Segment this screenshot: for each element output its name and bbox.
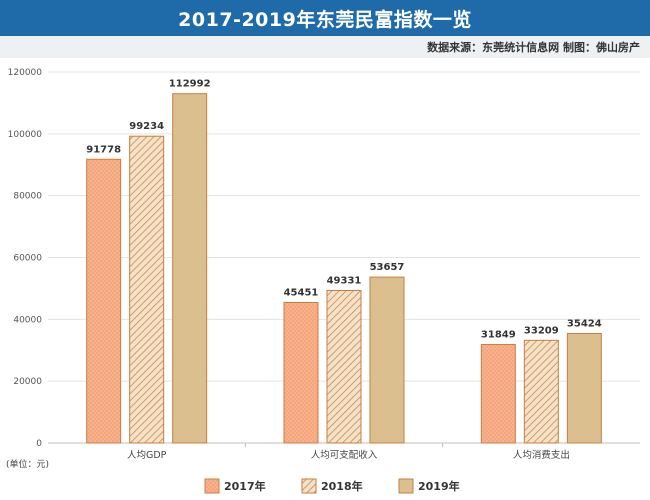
value-labels: 91778 99234 112992 45451 49331 53657 31849 3320… bbox=[86, 79, 601, 341]
bar bbox=[480, 344, 516, 444]
y-tick-label: 0 bbox=[36, 439, 42, 449]
data-label: 49331 bbox=[327, 275, 362, 286]
bars bbox=[86, 93, 602, 444]
legend-label: 2017年 bbox=[224, 479, 266, 493]
bar bbox=[129, 135, 165, 444]
chart-title: 2017-2019年东莞民富指数一览 bbox=[178, 8, 472, 31]
data-label: 31849 bbox=[481, 330, 516, 341]
bar bbox=[326, 289, 362, 444]
x-tick-label: 人均消费支出 bbox=[513, 449, 570, 461]
legend-swatch bbox=[398, 478, 414, 494]
bar bbox=[369, 276, 405, 444]
bar bbox=[172, 93, 208, 444]
bar bbox=[566, 332, 602, 444]
data-label: 33209 bbox=[524, 325, 559, 336]
legend-label: 2019年 bbox=[418, 479, 460, 493]
data-label: 35424 bbox=[567, 318, 602, 329]
legend-swatch bbox=[204, 478, 220, 494]
y-tick-label: 20000 bbox=[13, 377, 42, 387]
y-tick-label: 60000 bbox=[13, 254, 42, 264]
legend-swatch bbox=[301, 478, 317, 494]
source-bar: 数据来源：东莞统计信息网 制图：佛山房产 bbox=[0, 36, 650, 58]
source-note: 数据来源：东莞统计信息网 制图：佛山房产 bbox=[427, 41, 640, 54]
y-tick-label: 80000 bbox=[13, 192, 42, 202]
data-label: 112992 bbox=[169, 79, 211, 90]
unit-label: (单位：元) bbox=[6, 458, 49, 470]
x-tick-label: 人均GDP bbox=[127, 449, 167, 461]
data-label: 99234 bbox=[129, 121, 164, 132]
legend-label: 2018年 bbox=[321, 479, 363, 493]
y-tick-label: 40000 bbox=[13, 315, 42, 325]
data-label: 53657 bbox=[370, 262, 405, 273]
y-tick-label: 100000 bbox=[8, 130, 43, 140]
y-tick-label: 120000 bbox=[8, 68, 43, 78]
x-tick-label: 人均可支配收入 bbox=[311, 449, 378, 461]
data-label: 91778 bbox=[86, 144, 121, 155]
bar bbox=[283, 301, 319, 444]
data-label: 45451 bbox=[284, 287, 319, 298]
title-banner: 2017-2019年东莞民富指数一览 bbox=[0, 0, 650, 36]
bar bbox=[523, 339, 559, 444]
bar bbox=[86, 158, 122, 444]
legend: 2017年 2018年 2019年 bbox=[204, 478, 460, 494]
